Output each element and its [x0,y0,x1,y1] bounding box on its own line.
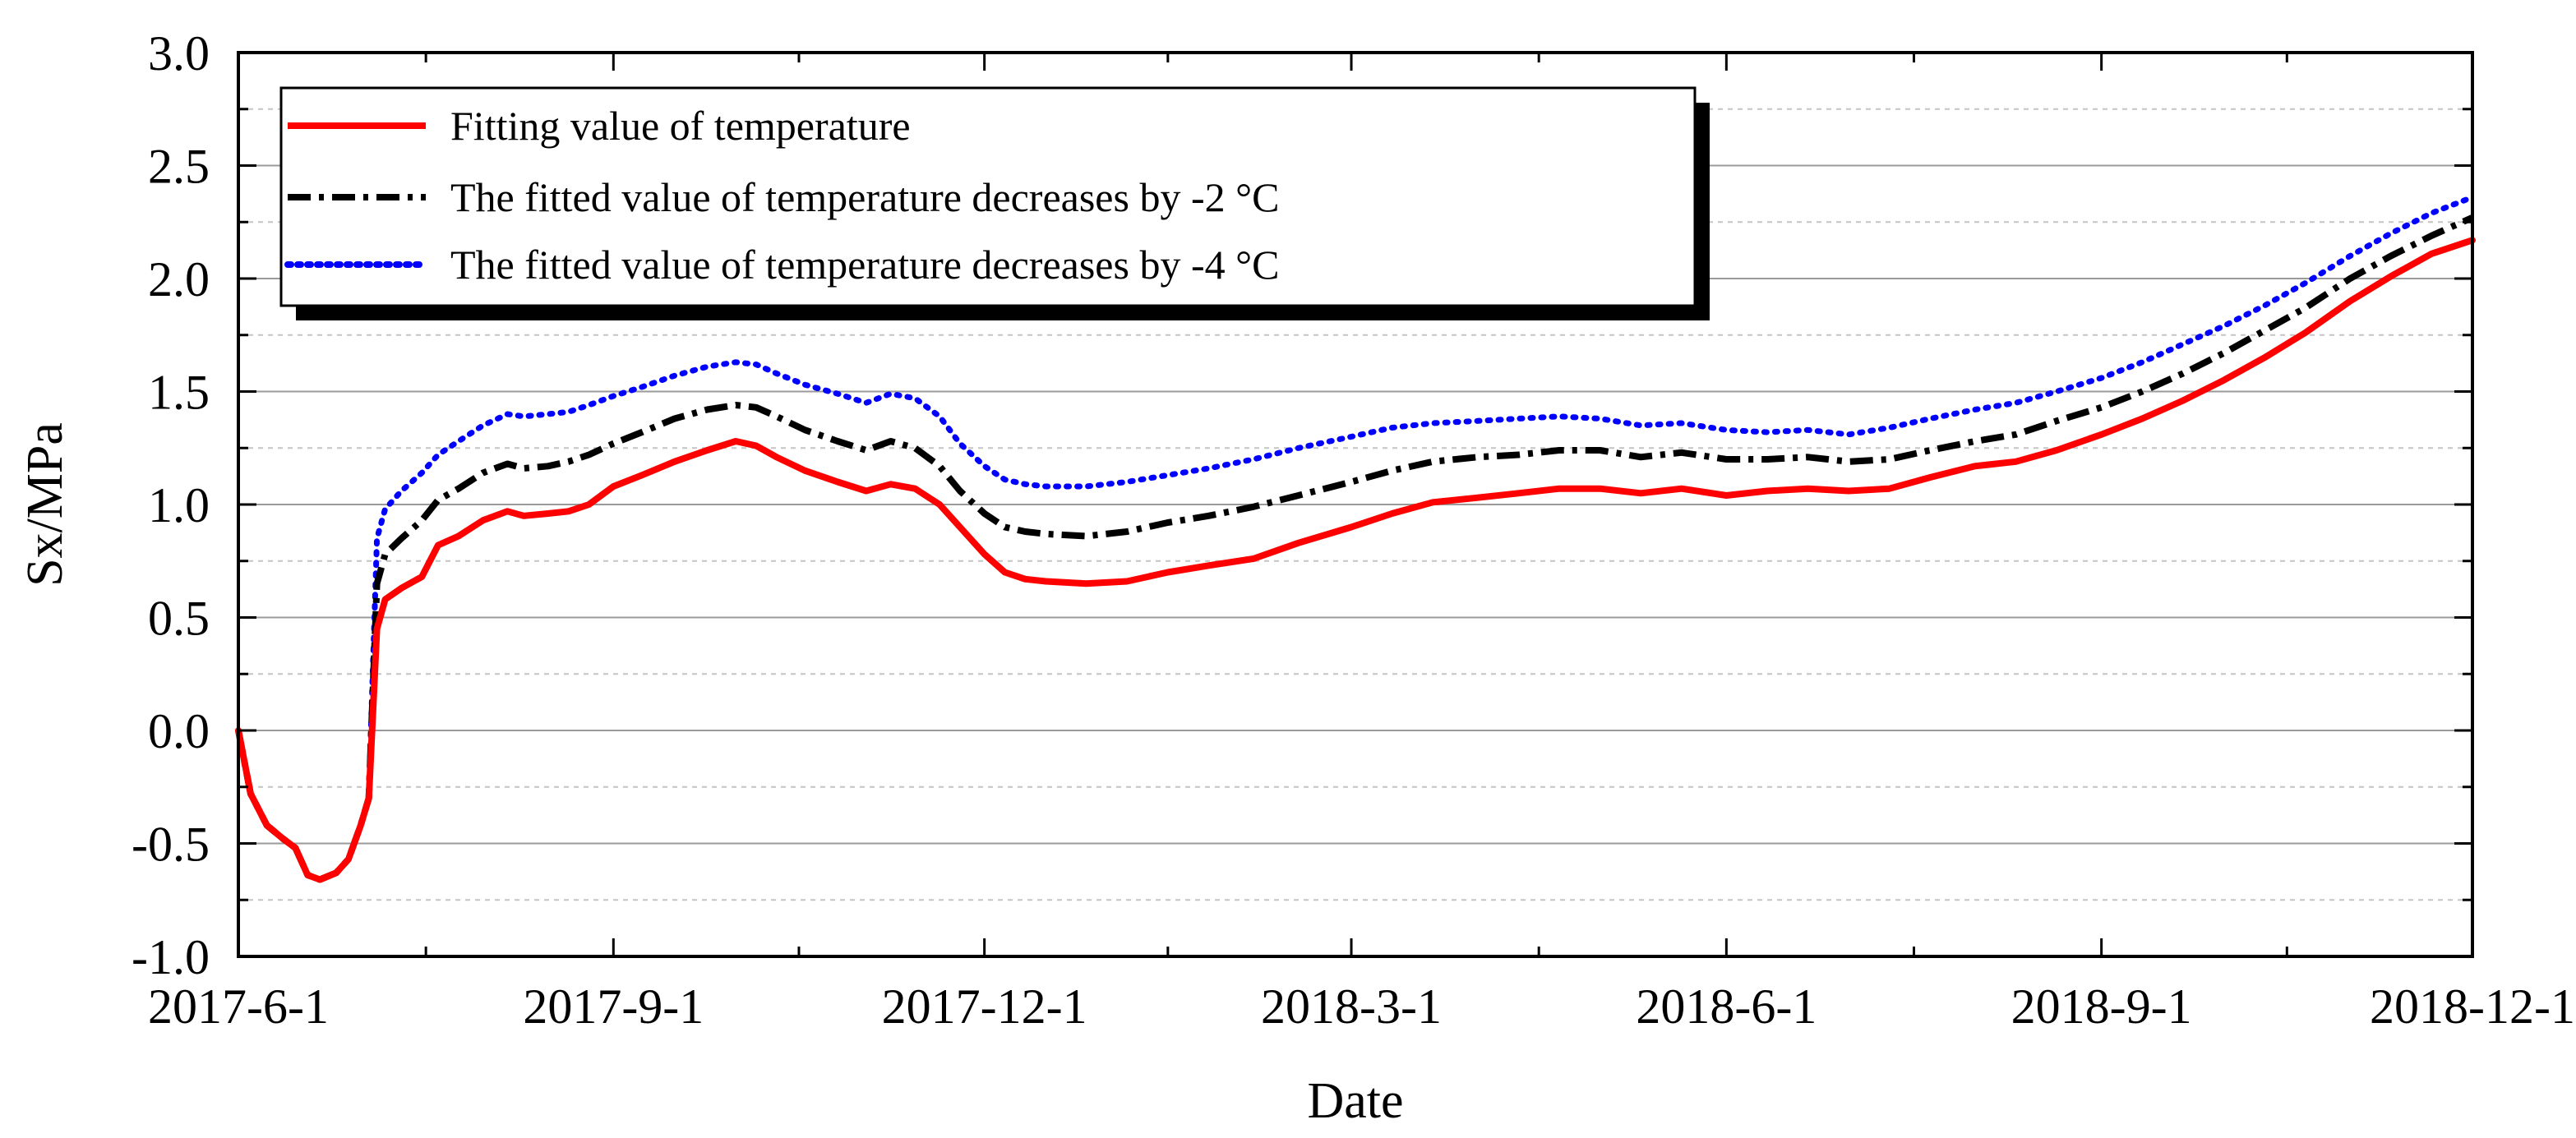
x-tick-label: 2017-6-1 [148,979,329,1034]
legend-box [279,86,1697,307]
y-tick-label: 0.0 [148,704,210,758]
y-tick-label: 2.0 [148,252,210,306]
series-line-0 [235,237,2476,883]
y-tick-label: -1.0 [132,930,210,984]
legend-label-series-1: The fitted value of temperature decrease… [450,174,1279,220]
x-tick-label: 2018-3-1 [1261,979,1442,1034]
x-tick-label: 2018-9-1 [2011,979,2192,1034]
x-tick-label: 2017-12-1 [882,979,1087,1034]
x-tick-label: 2017-9-1 [523,979,704,1034]
y-axis-title: Sx/MPa [17,422,73,587]
y-tick-label: 2.5 [148,140,210,194]
legend: Fitting value of temperature The fitted … [279,86,1710,320]
series-line-2 [235,194,2476,882]
y-tick-label: 3.0 [148,26,210,81]
axis-ticks [237,51,2474,958]
y-tick-label: -0.5 [132,818,210,872]
x-tick-label: 2018-6-1 [1636,979,1817,1034]
y-tick-label: 0.5 [148,592,210,646]
series-line-1 [235,214,2474,883]
x-axis-title: Date [1307,1073,1403,1129]
legend-label-series-0: Fitting value of temperature [450,103,911,149]
x-axis-labels: 2017-6-1 2017-9-1 2017-12-1 2018-3-1 2018-6-… [148,979,2575,1034]
plot-series [235,194,2476,883]
x-tick-label: 2018-12-1 [2370,979,2575,1034]
y-tick-label: 1.0 [148,478,210,532]
y-tick-label: 1.5 [148,366,210,420]
legend-label-series-2: The fitted value of temperature decrease… [450,242,1279,288]
y-axis-labels: -1.0 -0.5 0.0 0.5 1.0 1.5 2.0 2.5 3.0 [132,26,210,984]
